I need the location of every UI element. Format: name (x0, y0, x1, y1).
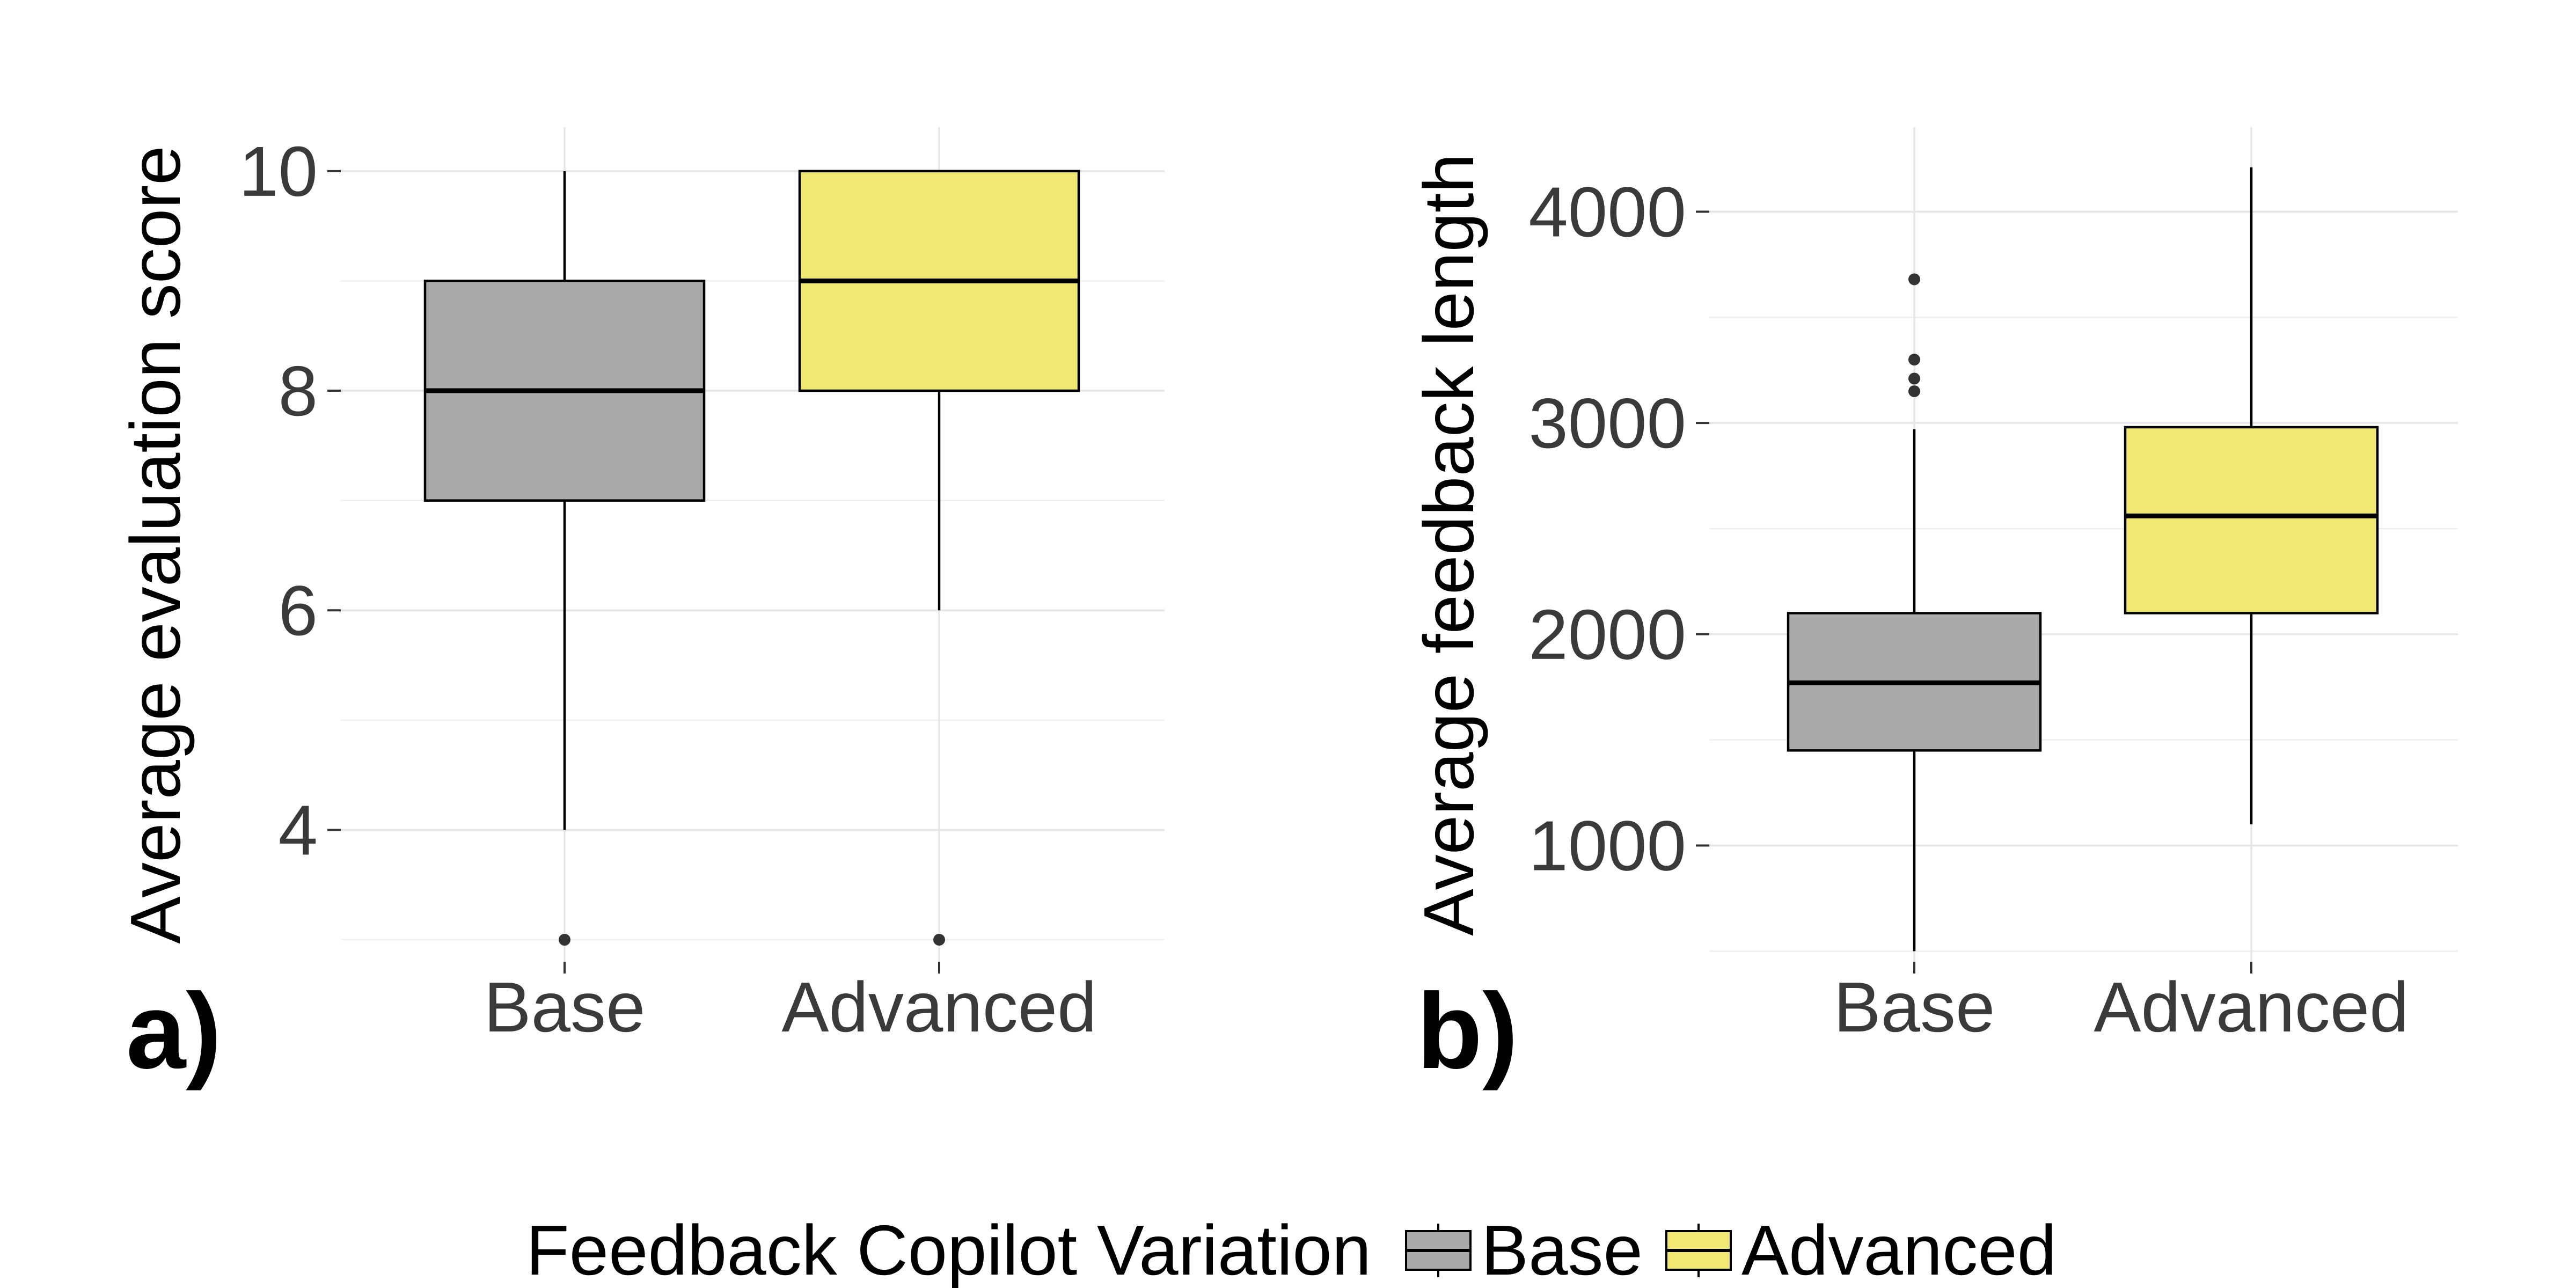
legend-title: Feedback Copilot Variation (526, 1211, 1371, 1288)
y-tick-label: 8 (279, 352, 318, 430)
box-advanced (2124, 167, 2379, 825)
y-tick-label: 6 (279, 571, 318, 650)
legend: Feedback Copilot Variation Base Advanced (526, 1211, 2057, 1288)
outlier-point (1908, 385, 1920, 398)
outlier-point (1908, 354, 1920, 366)
box-base (1787, 273, 2042, 952)
y-axis-title: Average evaluation score (116, 145, 195, 943)
box-base (423, 171, 706, 946)
legend-label-advanced: Advanced (1741, 1211, 2057, 1288)
y-tick-label: 4000 (1528, 172, 1686, 251)
legend-key-advanced (1665, 1224, 1732, 1277)
panel-a-evaluation-score: 4 6 8 10 Base Advanced Average evaluation scor… (116, 127, 1165, 1091)
panel-b-feedback-length: 1000 2000 3000 4000 Base Advanced Average feed… (1409, 127, 2458, 1091)
y-tick-label: 10 (239, 132, 318, 211)
outlier-point (933, 934, 945, 946)
y-tick-label: 3000 (1528, 384, 1686, 463)
y-tick-label: 2000 (1528, 595, 1686, 674)
outlier-point (1908, 273, 1920, 286)
legend-label-base: Base (1481, 1211, 1643, 1288)
panel-tag: b) (1417, 971, 1518, 1091)
x-tick-label-base: Base (484, 968, 646, 1046)
x-tick-label-base: Base (1834, 968, 1995, 1046)
y-axis-title: Average feedback length (1409, 153, 1488, 936)
outlier-point (1908, 372, 1920, 385)
outlier-point (559, 934, 570, 946)
x-tick-label-advanced: Advanced (2094, 968, 2409, 1046)
legend-key-base (1405, 1224, 1472, 1277)
box-advanced (798, 170, 1080, 946)
y-tick-label: 4 (279, 791, 318, 869)
y-tick-label: 1000 (1528, 806, 1686, 885)
box-iqr (2124, 426, 2379, 614)
panel-tag: a) (126, 971, 222, 1091)
x-tick-label-advanced: Advanced (781, 968, 1096, 1046)
